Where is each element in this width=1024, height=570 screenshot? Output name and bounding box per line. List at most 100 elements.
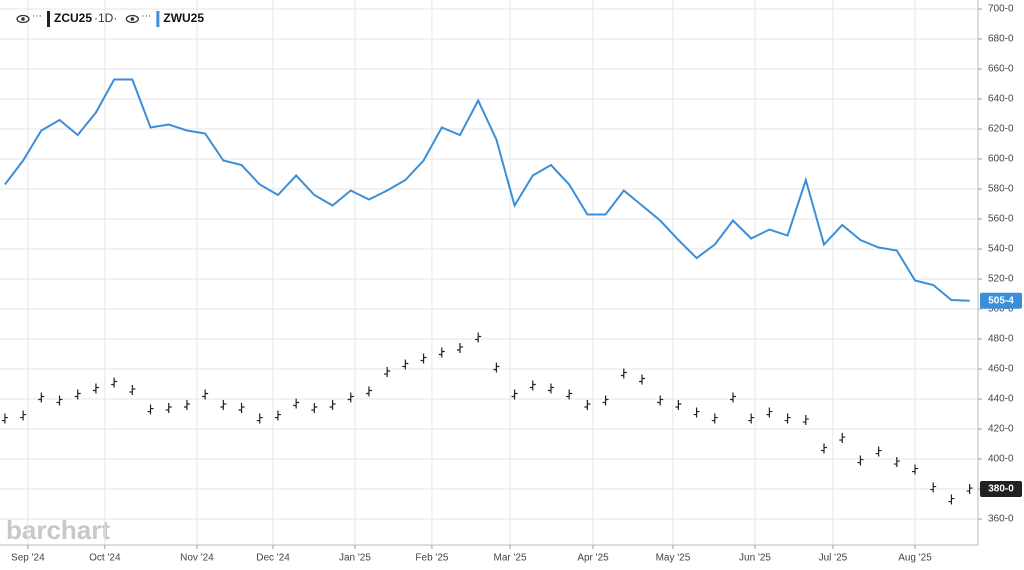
price-bar [529, 380, 536, 391]
price-bar [38, 392, 45, 403]
price-bar [638, 374, 645, 385]
visibility-icon-pupil [21, 17, 25, 21]
y-tick-label: 460-0 [988, 364, 1014, 375]
price-bar [766, 407, 773, 418]
interval-label: ·1D· [94, 11, 117, 25]
x-tick-label: Aug '25 [898, 553, 932, 564]
visibility-icon[interactable] [16, 14, 30, 24]
price-bar [948, 494, 955, 505]
price-bar [602, 395, 609, 406]
price-bar [92, 383, 99, 394]
y-tick-label: 680-0 [988, 34, 1014, 45]
menu-dots: ··· [32, 11, 42, 22]
price-bar [293, 398, 300, 409]
price-bar [274, 410, 281, 421]
x-tick-label: Nov '24 [180, 553, 214, 564]
y-tick-label: 660-0 [988, 64, 1014, 75]
price-bar [584, 400, 591, 411]
price-bar [511, 389, 518, 400]
last-price-box [980, 481, 1022, 498]
price-bar [966, 484, 973, 495]
y-tick-label: 540-0 [988, 244, 1014, 255]
price-bar [147, 404, 154, 415]
x-tick-label: Dec '24 [256, 553, 290, 564]
y-tick-label: 700-0 [988, 4, 1014, 15]
price-bar [912, 464, 919, 475]
price-bar [839, 433, 846, 444]
x-tick-label: Feb '25 [415, 553, 448, 564]
x-tick-label: Jun '25 [739, 553, 771, 564]
y-tick-label: 620-0 [988, 124, 1014, 135]
price-bar [693, 407, 700, 418]
price-bar [438, 347, 445, 358]
y-tick-label: 480-0 [988, 334, 1014, 345]
price-bar [675, 400, 682, 411]
price-bar [493, 362, 500, 373]
y-tick-label: 580-0 [988, 184, 1014, 195]
price-bar [657, 395, 664, 406]
price-bar [74, 389, 81, 400]
y-tick-label: 440-0 [988, 394, 1014, 405]
menu-dots: ··· [141, 11, 151, 22]
price-bar [402, 359, 409, 370]
x-tick-label: Mar '25 [494, 553, 527, 564]
price-bar [893, 457, 900, 468]
price-bar [347, 392, 354, 403]
price-bar [183, 400, 190, 411]
price-bar [220, 400, 227, 411]
price-bar [475, 332, 482, 343]
x-tick-label: Oct '24 [89, 553, 121, 564]
y-tick-label: 400-0 [988, 454, 1014, 465]
price-bar [129, 385, 136, 396]
price-bar [748, 413, 755, 424]
price-bar [729, 392, 736, 403]
legend-label[interactable]: ZCU25 [54, 11, 92, 25]
price-bar [784, 413, 791, 424]
y-tick-label: 640-0 [988, 94, 1014, 105]
price-bar [566, 389, 573, 400]
y-tick-label: 560-0 [988, 214, 1014, 225]
price-bar [547, 383, 554, 394]
price-bar [165, 403, 172, 414]
price-bar [202, 389, 209, 400]
price-bar [1, 413, 8, 424]
y-tick-label: 600-0 [988, 154, 1014, 165]
last-price-box [980, 292, 1022, 309]
price-bar [329, 400, 336, 411]
price-bar [802, 415, 809, 426]
price-bar [256, 413, 263, 424]
price-bar [821, 443, 828, 454]
y-tick-label: 420-0 [988, 424, 1014, 435]
price-bar [930, 482, 937, 493]
x-tick-label: Sep '24 [11, 553, 45, 564]
watermark: barchart [6, 515, 110, 545]
price-line [4, 78, 970, 302]
y-tick-label: 520-0 [988, 274, 1014, 285]
price-bar [711, 413, 718, 424]
last-price-label: 505-4 [988, 295, 1014, 306]
price-bar [875, 446, 882, 457]
visibility-icon-pupil [130, 17, 135, 21]
last-price-label: 380-0 [988, 484, 1014, 495]
legend-swatch [156, 11, 160, 27]
y-tick-label: 360-0 [988, 514, 1014, 525]
price-bar [857, 455, 864, 466]
price-bar [456, 343, 463, 354]
x-tick-label: Jul '25 [819, 553, 848, 564]
price-bar [111, 377, 118, 388]
price-bar [384, 367, 391, 378]
legend-label[interactable]: ZWU25 [163, 11, 204, 25]
price-bar [56, 395, 63, 406]
price-bar [20, 410, 27, 421]
x-tick-label: May '25 [656, 553, 691, 564]
x-tick-label: Apr '25 [577, 553, 609, 564]
price-bar [420, 353, 427, 364]
price-bar [620, 368, 627, 379]
y-tick-label: 500-0 [988, 304, 1014, 315]
legend-swatch [47, 11, 50, 27]
visibility-icon[interactable] [125, 14, 140, 24]
price-bar [311, 403, 318, 414]
x-tick-label: Jan '25 [339, 553, 371, 564]
price-bar [238, 403, 245, 414]
